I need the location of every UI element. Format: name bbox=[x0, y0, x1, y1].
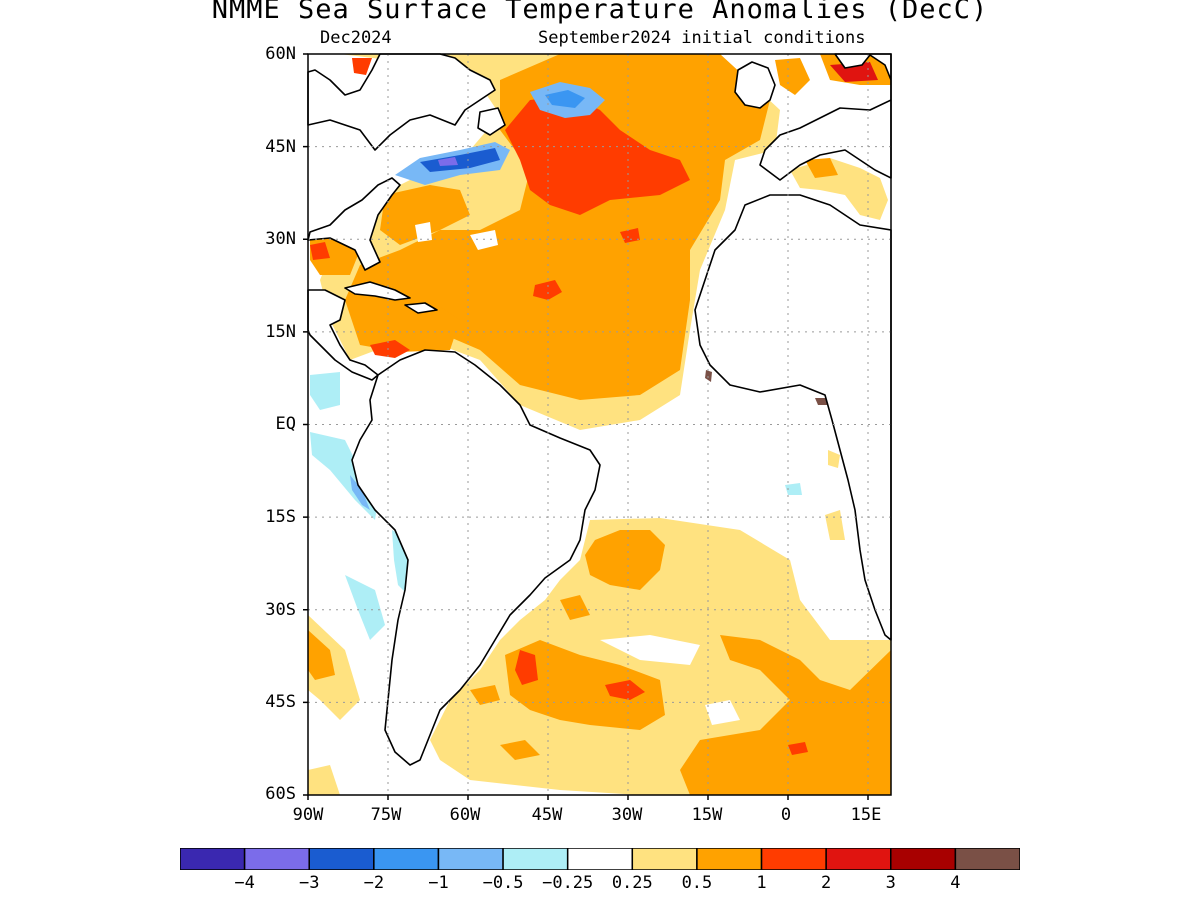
south-atlantic-warm-6 bbox=[500, 740, 540, 760]
lon-label-60w: 60W bbox=[449, 805, 481, 825]
colorbar-label: 4 bbox=[950, 873, 961, 893]
colorbar-swatch bbox=[308, 848, 375, 870]
colorbar-swatch bbox=[954, 848, 1020, 870]
europe bbox=[759, 53, 892, 181]
south-atlantic-warm-4 bbox=[680, 635, 891, 795]
lon-label-15w: 15W bbox=[691, 805, 723, 825]
south-atlantic-warm-3 bbox=[505, 640, 665, 730]
colorbar-swatch bbox=[502, 848, 569, 870]
colorbar-swatch bbox=[631, 848, 698, 870]
colorbar-label: 0.25 bbox=[611, 873, 653, 893]
lon-label-15e: 15E bbox=[850, 805, 882, 825]
lat-label-eq: EQ bbox=[275, 414, 296, 434]
colorbar-label: −2 bbox=[363, 873, 385, 893]
scandinavian-strong-warm bbox=[830, 62, 878, 82]
pacific-warm-far-south bbox=[308, 765, 340, 795]
colorbar-swatch bbox=[825, 848, 892, 870]
colorbar-swatch bbox=[243, 848, 310, 870]
lon-label-30w: 30W bbox=[611, 805, 643, 825]
north-america bbox=[307, 53, 496, 271]
lon-label-45w: 45W bbox=[531, 805, 563, 825]
central-america bbox=[307, 289, 379, 381]
lat-label-60n: 60N bbox=[265, 44, 296, 64]
initial-conditions: September2024 initial conditions bbox=[538, 28, 866, 48]
colorbar-label: −1 bbox=[428, 873, 449, 893]
lat-label-45s: 45S bbox=[265, 692, 296, 712]
south-atlantic-white-gap-1 bbox=[600, 635, 700, 665]
colorbar-label: −0.5 bbox=[482, 873, 524, 893]
anomaly-fields bbox=[308, 54, 891, 795]
colorbar-swatch bbox=[890, 848, 957, 870]
north-atlantic-strong-warm bbox=[505, 95, 690, 215]
south-atlantic-warm-5 bbox=[470, 685, 500, 705]
colorbar bbox=[180, 848, 1020, 870]
north-sea-warm bbox=[775, 58, 810, 95]
lat-label-15s: 15S bbox=[265, 507, 296, 527]
colorbar-swatch bbox=[373, 848, 440, 870]
axis-ticks bbox=[303, 53, 869, 800]
lat-label-60s: 60S bbox=[265, 784, 296, 804]
north-atlantic-white-gap-2 bbox=[415, 222, 432, 242]
south-america bbox=[351, 349, 601, 766]
pacific-warm-south-strong bbox=[308, 630, 335, 680]
landmasses bbox=[307, 53, 892, 766]
colorbar-label: 3 bbox=[885, 873, 896, 893]
gulf-of-honduras-strong-warm bbox=[370, 340, 410, 358]
south-atlantic-warm-1 bbox=[585, 530, 665, 590]
africa bbox=[694, 194, 892, 641]
lat-label-45n: 45N bbox=[265, 137, 296, 157]
pacific-cool-3 bbox=[350, 475, 370, 510]
colorbar-label: 2 bbox=[821, 873, 832, 893]
pacific-cool-1 bbox=[310, 372, 340, 410]
south-atlantic-strong-warm-2 bbox=[605, 680, 645, 700]
newfoundland bbox=[477, 107, 506, 136]
lat-label-30s: 30S bbox=[265, 600, 296, 620]
north-atlantic-warm bbox=[345, 54, 770, 400]
gulf-of-guinea-warm bbox=[828, 450, 840, 468]
gulf-strong-warm bbox=[310, 242, 330, 260]
us-coast-warm bbox=[380, 185, 470, 245]
lon-label-0: 0 bbox=[780, 805, 792, 825]
graticule bbox=[308, 54, 891, 795]
colorbar-swatch bbox=[696, 848, 763, 870]
pacific-cool-5 bbox=[345, 575, 385, 640]
colorbar-label: −4 bbox=[234, 873, 255, 893]
congo-cool bbox=[785, 483, 802, 495]
colorbar-label: 1 bbox=[756, 873, 767, 893]
caribbean-warm bbox=[345, 290, 460, 352]
lat-label-15n: 15N bbox=[265, 322, 296, 342]
lon-label-75w: 75W bbox=[370, 805, 402, 825]
cuba bbox=[344, 281, 411, 301]
colorbar-label: 0.5 bbox=[681, 873, 713, 893]
colorbar-swatch bbox=[566, 848, 634, 870]
south-atlantic-warm-2 bbox=[560, 595, 590, 620]
colorbar-swatch bbox=[437, 848, 504, 870]
lat-label-30n: 30N bbox=[265, 229, 296, 249]
gulf-of-guinea-warmer bbox=[825, 510, 845, 540]
labrador-sea-colder bbox=[545, 90, 585, 108]
british-isles bbox=[734, 61, 776, 109]
south-atlantic-white-gap-2 bbox=[705, 700, 740, 725]
south-atlantic-strong-warm-3 bbox=[788, 742, 808, 755]
target-month: Dec2024 bbox=[320, 28, 392, 48]
colorbar-swatch bbox=[760, 848, 827, 870]
south-atlantic-strong-warm-1 bbox=[515, 650, 538, 685]
colorbar-label: −3 bbox=[298, 873, 320, 893]
hispaniola bbox=[404, 302, 438, 314]
north-atlantic-white-gap-1 bbox=[470, 230, 498, 250]
colorbar-swatch bbox=[180, 848, 246, 870]
lon-label-90w: 90W bbox=[292, 805, 324, 825]
map-title: NMME Sea Surface Temperature Anomalies (… bbox=[211, 0, 989, 25]
pacific-warm-south bbox=[308, 615, 360, 720]
colorbar-label: −0.25 bbox=[542, 873, 594, 893]
gulf-of-st-lawrence-coldest bbox=[438, 157, 458, 166]
mid-atlantic-strong-warm bbox=[533, 280, 562, 300]
mediterranean-strong-warm bbox=[805, 158, 838, 178]
hudson-strong-warm bbox=[352, 58, 372, 75]
